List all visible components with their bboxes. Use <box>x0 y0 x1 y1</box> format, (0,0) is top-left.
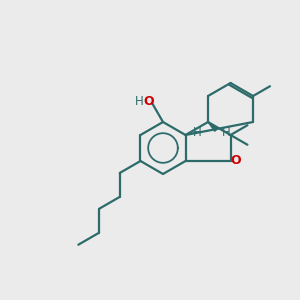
Text: O: O <box>230 154 241 167</box>
Text: O: O <box>144 95 154 108</box>
Text: H: H <box>222 125 230 139</box>
Text: H: H <box>193 125 202 139</box>
Polygon shape <box>208 122 217 131</box>
Text: H: H <box>135 95 143 108</box>
